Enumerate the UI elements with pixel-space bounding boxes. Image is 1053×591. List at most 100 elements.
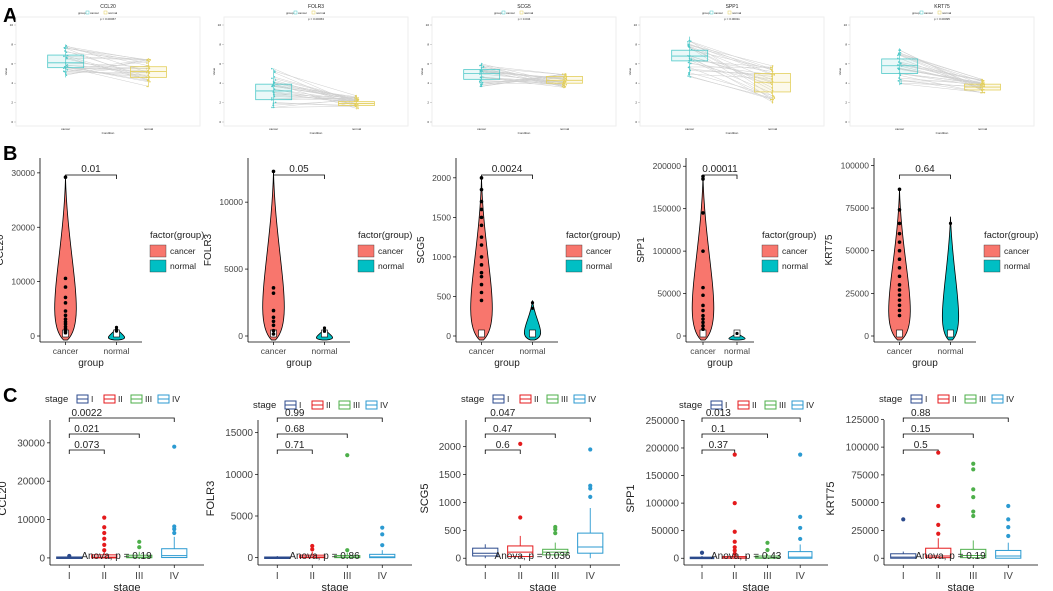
- outlier-point: [897, 257, 902, 262]
- paired-line: [65, 51, 149, 61]
- y-axis-label: FOLR3: [203, 233, 214, 266]
- y-tick-label: 2: [427, 101, 429, 105]
- y-tick-label: 6: [635, 62, 637, 66]
- stage-boxplot-krt75: stage I II III IV025000500007500010000012500…: [825, 394, 1038, 591]
- outlier-point: [479, 199, 484, 204]
- y-tick-label: 10: [844, 23, 848, 27]
- paired-point: [897, 53, 900, 55]
- paired-point: [897, 61, 900, 63]
- paired-line: [65, 46, 149, 61]
- x-tick-label-I: I: [902, 571, 905, 582]
- legend-title: factor(group): [150, 230, 204, 241]
- comparison-bracket: [68, 433, 140, 438]
- legend-key-cancer: [709, 10, 714, 15]
- outlier-point: [102, 542, 107, 547]
- outlier-point: [102, 548, 107, 553]
- box-normal: [546, 76, 583, 84]
- y-axis-label: KRT75: [825, 481, 837, 515]
- outlier-point: [63, 324, 68, 329]
- y-tick-label: 8: [845, 42, 847, 46]
- y-tick-label: 10000: [225, 470, 253, 481]
- paired-point: [565, 83, 568, 86]
- paired-point: [980, 82, 983, 85]
- paired-point: [769, 66, 772, 69]
- x-tick-label-III: III: [551, 571, 559, 582]
- legend-key-normal: [519, 10, 524, 15]
- paired-line: [481, 70, 565, 79]
- comparison-bracket: [701, 433, 768, 438]
- legend-title: group: [78, 11, 86, 15]
- outlier-point: [897, 303, 902, 308]
- plot-subtitle: p = 0.00095: [934, 17, 950, 21]
- comparison-p-value: 0.1: [711, 424, 725, 435]
- legend-title: stage: [45, 394, 68, 405]
- legend-title: stage: [253, 400, 276, 411]
- x-tick-label-II: II: [309, 571, 315, 582]
- legend-key-normal: [565, 259, 583, 273]
- legend-key-normal: [937, 10, 942, 15]
- paired-point: [983, 82, 985, 84]
- comparison-p-value: 0.013: [706, 408, 731, 419]
- plot-title: FOLR3: [308, 4, 324, 10]
- box-cancer: [255, 83, 293, 101]
- comparison-p-value: 0.021: [74, 424, 99, 435]
- legend-key-normal: [311, 10, 316, 15]
- y-tick-label: 0: [219, 120, 221, 124]
- anova-label: Anova, p = 0.036: [495, 551, 571, 562]
- legend-title: factor(group): [762, 230, 816, 241]
- x-axis-label: group: [912, 358, 938, 369]
- outlier-point: [63, 317, 68, 321]
- outlier-point: [699, 550, 705, 555]
- y-axis-label: SPP1: [625, 484, 637, 512]
- box-stage-IV: [577, 532, 604, 554]
- outlier-point: [380, 543, 385, 548]
- outlier-point: [765, 547, 770, 553]
- outlier-point: [732, 452, 737, 457]
- paired-point: [688, 73, 690, 76]
- outlier-point: [588, 494, 593, 499]
- x-tick-label: normal: [312, 346, 338, 356]
- paired-point: [146, 79, 149, 82]
- legend-label-cancer: cancer: [714, 11, 723, 15]
- paired-point: [63, 47, 66, 50]
- paired-point: [769, 68, 772, 70]
- violin-cancer: [54, 177, 77, 341]
- outlier-point: [63, 309, 68, 313]
- legend-label-stage-II: II: [118, 394, 123, 404]
- legend-label-normal: normal: [316, 11, 326, 15]
- paired-line: [65, 48, 149, 61]
- outlier-point: [1006, 517, 1011, 522]
- legend-key-cancer: [919, 10, 924, 15]
- legend-label-stage-I: I: [91, 394, 93, 404]
- y-tick-label: 5000: [231, 512, 254, 523]
- y-tick-label: 8: [219, 42, 221, 46]
- outlier-point: [1006, 525, 1011, 530]
- significance-bracket: [65, 174, 117, 179]
- outlier-point: [479, 282, 484, 287]
- paired-line: [273, 70, 357, 97]
- paired-line: [899, 64, 983, 82]
- outlier-point: [479, 176, 484, 180]
- comparison-p-value: 0.073: [74, 440, 99, 451]
- y-tick-label: 0: [873, 554, 879, 565]
- outlier-point: [271, 315, 276, 320]
- legend-label-stage-III: III: [779, 400, 786, 410]
- legend-label-normal: normal: [108, 11, 118, 15]
- paired-point: [564, 81, 567, 83]
- paired-line: [65, 57, 149, 81]
- legend-label-normal: normal: [378, 261, 404, 271]
- paired-point: [564, 77, 567, 80]
- paired-point: [564, 86, 567, 88]
- y-tick-label: 4: [11, 81, 13, 85]
- paired-point: [690, 58, 693, 60]
- x-tick-label: normal: [938, 346, 964, 356]
- outlier-point: [479, 215, 484, 220]
- box-stage-I: [890, 553, 917, 559]
- violin-cancer: [262, 171, 285, 341]
- paired-line: [689, 40, 773, 70]
- outlier-point: [897, 308, 902, 313]
- y-tick-label: 5000: [224, 264, 243, 274]
- outlier-point: [732, 548, 737, 553]
- outlier-point: [897, 293, 902, 297]
